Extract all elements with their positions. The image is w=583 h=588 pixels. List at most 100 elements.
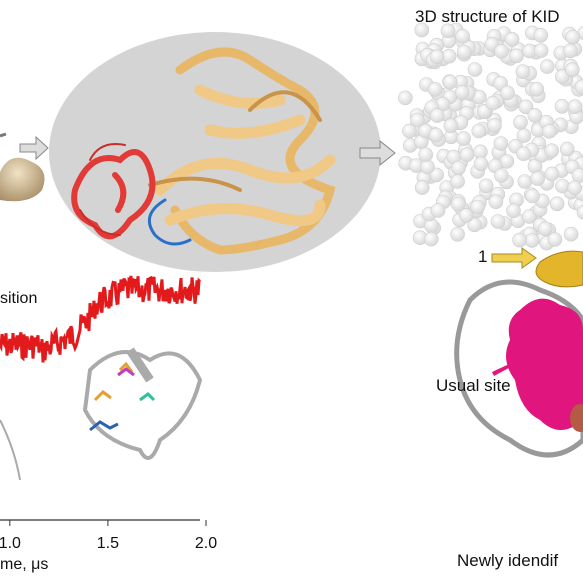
sphere [487,118,502,133]
sphere [450,196,466,212]
sphere [429,108,445,123]
sphere [517,174,533,189]
sphere [494,43,509,59]
sphere [539,59,555,74]
sphere [525,188,540,204]
ligand-blob [0,157,45,202]
sphere [454,85,470,100]
sphere [440,23,456,39]
sphere [414,180,430,195]
sphere [542,124,557,139]
sphere [450,227,465,242]
sphere [500,85,515,101]
structure-title: 3D structure of KID [415,7,560,26]
sphere [458,208,474,223]
x-axis-label: me, μs [0,556,48,573]
sphere [555,178,570,194]
sphere [478,178,494,194]
arrow [492,354,532,376]
sphere [428,127,444,143]
sphere [509,48,524,64]
site-surface [506,298,583,430]
sphere [563,43,578,59]
sphere [488,194,504,209]
sphere-cloud [397,22,583,251]
sphere [402,123,417,139]
site-label: 1 [478,247,487,266]
sphere [471,123,487,139]
sphere [533,27,549,43]
trace [0,275,202,363]
x-tick-label: 2.0 [195,535,217,552]
complex-disc [49,32,381,272]
sphere [506,203,521,218]
sphere [443,118,459,133]
sphere [537,221,553,237]
sphere [576,205,583,220]
sphere [450,174,465,189]
sphere [442,74,458,90]
sphere [529,81,545,97]
sphere [565,29,581,45]
sphere [470,199,485,215]
sphere [451,160,466,176]
sphere [418,147,434,162]
sphere [397,90,413,106]
arrow [359,139,396,167]
sphere [533,43,549,58]
sphere [429,49,445,65]
inset-protein [82,347,203,460]
sphere [467,62,483,77]
sphere [554,99,570,114]
arrow [491,247,537,269]
sphere [567,180,583,196]
sphere [473,156,489,172]
sphere [414,22,430,38]
sphere [455,28,470,44]
sphere [547,232,563,247]
sphere [564,62,580,77]
sphere [516,146,531,161]
sphere [527,108,543,123]
sphere [544,166,560,182]
sphere [459,147,475,162]
sphere [554,69,570,84]
arrow [0,132,7,138]
sphere [485,95,501,111]
sphere [456,131,471,146]
sphere [430,203,446,218]
sphere [515,64,531,79]
plot-label: sition [0,290,37,307]
arrow [19,135,49,161]
sphere [441,48,457,64]
x-tick-label: 1.0 [0,535,21,552]
site-surface [570,404,583,432]
sphere [571,168,583,183]
site-surface [535,250,583,288]
sphere [456,44,472,60]
sphere [494,168,509,183]
sphere [420,159,435,175]
sphere [427,82,443,97]
sphere [567,99,583,114]
sphere [512,232,527,248]
sphere [559,141,575,157]
sphere [410,112,425,128]
sphere [522,209,537,224]
x-tick-label: 1.5 [97,535,119,552]
sphere [490,214,506,229]
sphere [513,115,528,130]
sphere [504,31,520,47]
sphere [423,231,439,247]
site-label: Usual site [436,376,511,395]
sphere [493,136,509,151]
protein-ribbon [71,47,336,255]
sphere [574,79,583,95]
sphere [524,233,540,248]
sphere [563,226,579,242]
sphere [530,171,545,186]
sphere [549,196,565,212]
protein-ribbon [454,279,583,458]
sphere [516,128,532,143]
